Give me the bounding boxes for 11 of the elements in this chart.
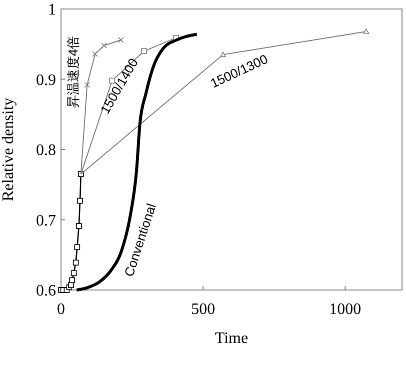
x-tick-label: 0 xyxy=(57,301,65,318)
y-tick-label: 0.8 xyxy=(36,142,56,160)
y-axis-title: Relative density xyxy=(0,98,17,202)
y-tick-label: 0.7 xyxy=(36,212,56,230)
y-tick-label: 0.6 xyxy=(36,282,56,300)
x-tick-label: 1000 xyxy=(329,301,362,318)
y-tick-label: 1 xyxy=(48,2,56,19)
text: 昇温速度4倍 xyxy=(66,36,81,108)
x-tick-label: 500 xyxy=(191,301,216,318)
y-tick-label: 0.9 xyxy=(36,72,56,89)
x-axis-title: Time xyxy=(214,330,248,347)
